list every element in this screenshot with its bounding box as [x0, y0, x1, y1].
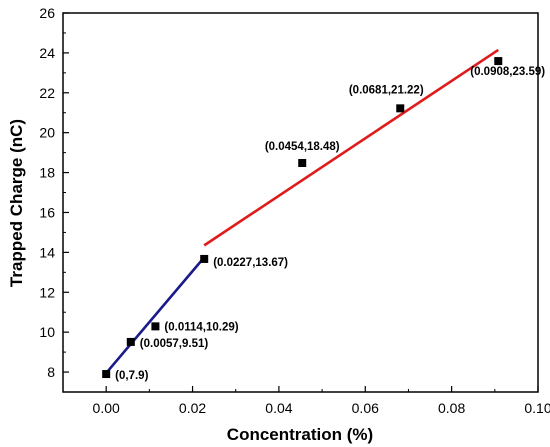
y-axis-title: Trapped Charge (nC) — [7, 119, 26, 287]
fit-line — [203, 48, 499, 247]
data-point — [151, 322, 160, 331]
x-tick-label: 0.08 — [438, 400, 465, 416]
point-label: (0.0908,23.59) — [470, 66, 545, 78]
data-point — [200, 254, 209, 263]
y-tick-label: 24 — [39, 45, 55, 61]
data-point — [102, 370, 111, 379]
y-axis-ticks: 8 10 12 14 16 18 20 22 24 26 — [39, 5, 69, 393]
data-point — [126, 337, 135, 346]
point-label: (0.0454,18.48) — [265, 141, 340, 153]
x-axis-ticks: 0.00 0.02 0.04 0.06 0.08 0.10 — [62, 386, 550, 416]
point-label: (0.0681,21.22) — [349, 84, 424, 96]
plot-frame — [62, 12, 539, 393]
y-tick-label: 12 — [39, 284, 55, 300]
x-tick-label: 0.02 — [179, 400, 206, 416]
y-tick-label: 22 — [39, 85, 55, 101]
fit-line — [105, 256, 206, 374]
point-label: (0.0114,10.29) — [164, 321, 238, 333]
point-labels: (0,7.9) (0.0057,9.51) (0.0114,10.29) (0.022… — [115, 66, 545, 382]
y-tick-label: 18 — [39, 165, 55, 181]
y-tick-label: 10 — [39, 324, 55, 340]
point-label: (0.0057,9.51) — [140, 338, 209, 350]
y-tick-label: 26 — [39, 5, 55, 21]
data-point — [494, 57, 503, 66]
y-tick-label: 14 — [39, 244, 55, 260]
x-tick-label: 0.04 — [265, 400, 292, 416]
point-label: (0,7.9) — [115, 370, 148, 382]
x-tick-label: 0.00 — [93, 400, 120, 416]
x-axis-title: Concentration (%) — [227, 425, 373, 444]
data-points — [102, 57, 503, 379]
y-tick-label: 8 — [47, 364, 55, 380]
fit-lines — [105, 48, 499, 374]
x-tick-label: 0.06 — [352, 400, 379, 416]
y-tick-label: 20 — [39, 125, 55, 141]
x-tick-label: 0.10 — [524, 400, 550, 416]
y-tick-label: 16 — [39, 204, 55, 220]
data-point — [396, 104, 405, 113]
data-point — [298, 159, 307, 168]
point-label: (0.0227,13.67) — [213, 257, 288, 269]
